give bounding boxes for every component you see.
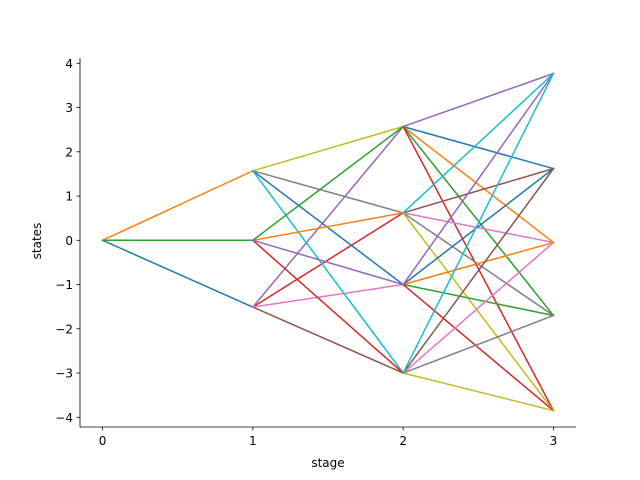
x-tick-label-3: 3 [550,434,558,448]
y-tick-label-1: −3 [55,367,73,381]
series-line-4 [251,125,405,309]
series-line-1 [101,169,254,242]
series-line-12 [251,125,405,242]
series-line-23 [402,211,555,412]
series-line-20 [402,167,555,214]
series-line-21 [402,211,555,244]
x-tick-label-2: 2 [399,434,407,448]
x-ticks: 0 1 2 3 [99,427,558,448]
series-line-24 [402,72,555,214]
y-tick-label-0: −4 [55,411,73,425]
y-tick-label-8: 4 [65,57,73,71]
series-line-13 [251,239,405,375]
y-tick-label-5: 1 [65,190,73,204]
series-line-31 [402,241,555,375]
x-axis-label: stage [311,456,344,470]
series-line-14 [251,239,405,286]
series-line-6 [251,283,405,308]
series-line-18 [402,125,555,412]
x-tick-label-1: 1 [249,434,257,448]
series-line-34 [402,72,555,375]
series-line-17 [402,125,555,317]
series-line-11 [251,211,405,242]
y-tick-label-2: −2 [55,322,73,336]
y-tick-label-7: 3 [65,101,73,115]
series-line-5 [251,306,405,375]
series-line-7 [251,169,405,286]
y-tick-label-4: 0 [65,234,73,248]
series-line-3 [251,211,405,309]
y-ticks: −4 −3 −2 −1 0 1 2 3 4 [55,57,80,425]
series-line-27 [402,283,555,317]
y-tick-label-6: 2 [65,145,73,159]
series-line-8 [251,169,405,214]
series-line-28 [402,283,555,412]
series-line-16 [402,125,555,244]
series-line-15 [402,125,555,170]
series-line-33 [402,372,555,412]
x-tick-label-0: 0 [99,434,107,448]
series-line-9 [251,125,405,172]
y-tick-label-3: −1 [55,278,73,292]
series-line-32 [402,314,555,374]
series-line-30 [402,167,555,375]
axes [79,58,576,428]
series-line-19 [402,72,555,128]
y-axis-label: states [30,223,44,260]
series-lines [101,72,555,412]
series-line-0 [101,239,254,309]
series-line-26 [402,241,555,286]
series-line-29 [402,72,555,286]
series-line-25 [402,167,555,286]
series-line-10 [251,169,405,375]
